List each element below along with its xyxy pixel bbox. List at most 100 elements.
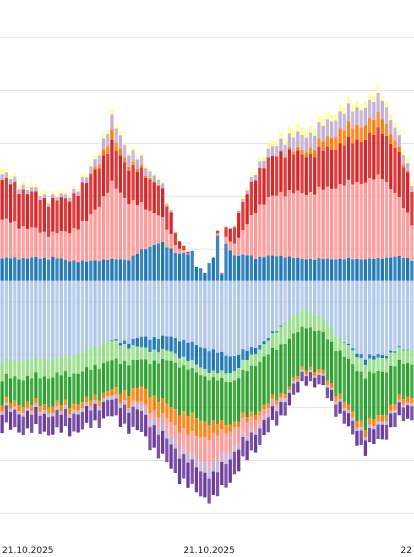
bar-segment-neg-1-63 [266,338,270,341]
bar-segment-neg-6-25 [106,396,110,401]
bar-segment-pos-5-74 [313,128,317,136]
bar-segment-neg-6-82 [346,410,351,414]
bar-segment-pos-1-79 [334,188,338,260]
bar-segment-neg-2-85 [359,358,363,372]
bar-segment-neg-2-32 [135,346,139,360]
bar-segment-neg-3-8 [34,372,38,399]
bar-segment-neg-7-26 [110,399,114,417]
bar-segment-pos-1-65 [275,195,279,257]
bar-segment-pos-1-19 [80,221,85,261]
bar-segment-neg-5-58 [245,422,249,437]
bar-segment-pos-4-8 [34,187,38,192]
bar-segment-neg-1-88 [372,355,376,360]
bar-segment-neg-0-16 [68,280,72,359]
bar-segment-neg-0-44 [186,280,190,343]
bar-segment-neg-0-25 [106,280,110,342]
bar-segment-neg-3-1 [4,373,8,397]
bar-segment-pos-1-2 [8,222,13,259]
bar-segment-neg-6-38 [161,423,165,431]
bar-segment-neg-7-91 [384,424,389,440]
bar-segment-neg-3-54 [228,382,232,425]
bar-segment-pos-4-27 [114,128,118,143]
bar-segment-pos-3-83 [351,128,355,144]
bar-segment-pos-4-28 [118,135,123,149]
bar-segment-neg-6-13 [55,406,59,410]
bar-segment-pos-4-18 [76,191,80,196]
bar-segment-pos-4-33 [139,155,144,165]
bar-segment-pos-2-55 [232,227,237,244]
bar-segment-neg-1-39 [165,336,169,351]
bar-segment-pos-5-82 [346,96,351,104]
bar-segment-neg-0-76 [321,280,325,318]
bar-segment-pos-2-60 [253,180,258,214]
bar-segment-pos-5-44 [186,251,190,252]
bar-segment-pos-0-89 [376,257,380,281]
bar-segment-neg-6-23 [97,406,101,411]
bar-segment-neg-2-82 [346,345,351,359]
bar-segment-neg-5-67 [283,398,287,400]
bar-segment-neg-5-47 [199,437,203,462]
bar-segment-neg-6-2 [8,408,13,412]
bar-segment-neg-6-78 [329,387,334,390]
bar-segment-pos-2-83 [351,143,355,185]
bar-segment-neg-7-32 [135,409,139,431]
bar-segment-neg-1-95 [401,349,406,351]
bar-segment-pos-1-83 [351,184,355,260]
bar-segment-pos-0-81 [342,259,346,281]
bar-segment-neg-0-33 [139,280,144,337]
bar-segment-neg-3-10 [42,376,47,405]
bar-segment-pos-2-85 [359,141,363,184]
bar-segment-neg-4-36 [152,395,156,411]
bar-segment-neg-6-56 [237,444,241,450]
bar-segment-neg-2-53 [224,373,228,382]
bar-segment-pos-1-94 [397,196,401,256]
bar-segment-pos-2-71 [300,154,304,193]
bar-segment-pos-1-42 [177,248,182,254]
bar-segment-pos-4-54 [228,227,232,229]
bar-segment-neg-6-37 [156,426,161,435]
bar-segment-neg-4-5 [21,407,25,414]
bar-segment-neg-4-78 [329,383,334,388]
bar-segment-pos-2-29 [122,162,127,198]
bar-segment-pos-0-58 [245,255,249,281]
bar-segment-neg-6-67 [283,399,287,403]
bar-segment-neg-6-53 [224,455,228,465]
bar-segment-pos-0-6 [25,258,30,281]
bar-segment-neg-7-97 [410,406,414,421]
bar-segment-neg-4-79 [334,396,338,402]
bar-segment-neg-2-43 [182,356,186,366]
bar-segment-neg-3-5 [21,380,25,408]
bar-segment-pos-2-81 [342,145,346,186]
bar-segment-pos-0-40 [169,248,173,281]
bar-segment-neg-5-62 [262,409,266,417]
bar-segment-pos-5-89 [376,86,380,93]
bar-segment-neg-7-22 [93,403,97,421]
bar-segment-neg-0-21 [89,280,93,350]
bar-segment-neg-6-68 [287,390,292,393]
x-axis-ticks: 21.10.2025 21.10.2025 22 [2,546,412,556]
bar-segment-neg-7-3 [13,409,17,428]
bar-segment-neg-2-14 [59,357,63,376]
bar-segment-neg-4-83 [351,411,355,418]
bar-segment-neg-6-28 [118,403,123,409]
bar-segment-neg-5-34 [144,403,148,409]
bar-segment-neg-0-26 [110,280,114,341]
bar-segment-neg-0-62 [262,280,266,342]
bar-segment-neg-6-19 [80,407,85,412]
bar-segment-neg-3-0 [0,381,4,406]
bar-segment-pos-3-70 [296,146,300,151]
bar-segment-neg-0-91 [384,280,389,356]
bar-segment-pos-1-92 [389,189,393,258]
bar-segment-pos-0-8 [34,256,38,281]
bar-segment-neg-5-57 [241,417,245,433]
bar-segment-pos-5-31 [131,147,135,151]
bar-segment-neg-1-26 [110,340,114,342]
bar-segment-neg-3-34 [144,359,148,389]
bar-segment-neg-3-9 [38,378,42,407]
bar-segment-neg-2-57 [241,359,245,370]
bar-segment-pos-2-21 [89,174,93,215]
bar-segment-neg-7-59 [249,432,254,451]
bar-segment-neg-3-82 [346,358,351,405]
bar-segment-pos-5-67 [283,138,287,145]
bar-segment-neg-4-38 [161,398,165,414]
